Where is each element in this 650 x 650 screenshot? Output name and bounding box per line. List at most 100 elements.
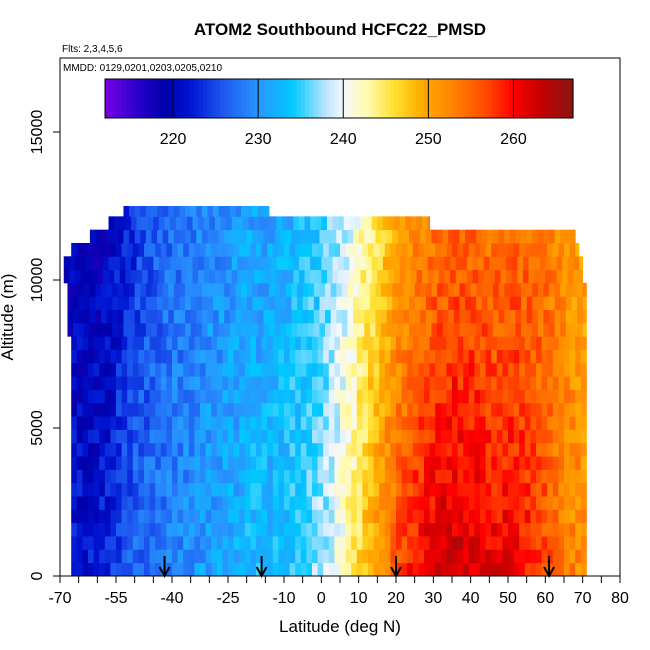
heatmap-cell xyxy=(282,216,289,231)
heatmap-cell xyxy=(200,362,206,377)
heatmap-cell xyxy=(480,562,486,576)
heatmap-cell xyxy=(216,469,223,484)
heatmap-cell xyxy=(127,562,134,576)
heatmap-cell xyxy=(558,562,565,576)
heatmap-cell xyxy=(547,349,554,364)
heatmap-cell xyxy=(554,282,561,297)
heatmap-cell xyxy=(351,562,358,576)
colorbar-segment xyxy=(207,79,212,118)
heatmap-cell xyxy=(261,376,268,390)
heatmap-cell xyxy=(76,536,83,550)
heatmap-cell xyxy=(67,309,74,324)
heatmap-cell xyxy=(250,562,257,576)
heatmap-cell xyxy=(547,336,554,350)
heatmap-cell xyxy=(149,416,156,430)
heatmap-cell xyxy=(295,469,302,484)
heatmap-cell xyxy=(289,243,296,257)
heatmap-cell xyxy=(244,389,251,404)
heatmap-cell xyxy=(121,482,128,497)
heatmap-cell xyxy=(429,549,436,564)
heatmap-cell xyxy=(88,562,94,576)
heatmap-cell xyxy=(117,322,124,337)
heatmap-cell xyxy=(256,416,262,430)
heatmap-cell xyxy=(317,349,324,364)
heatmap-cell xyxy=(300,362,307,377)
colorbar-segment xyxy=(453,79,459,118)
colorbar-segment xyxy=(398,79,404,118)
heatmap-cell xyxy=(468,522,475,537)
heatmap-cell xyxy=(261,482,268,497)
heatmap-cell xyxy=(308,229,315,244)
heatmap-cell xyxy=(172,416,178,430)
heatmap-cell xyxy=(138,496,145,510)
heatmap-cell xyxy=(580,349,587,364)
heatmap-cell xyxy=(356,402,363,417)
heatmap-cell xyxy=(287,216,294,231)
heatmap-cell xyxy=(519,402,526,417)
heatmap-cell xyxy=(222,549,229,564)
heatmap-cell xyxy=(144,509,150,524)
heatmap-cell xyxy=(261,456,268,470)
heatmap-cell xyxy=(244,482,251,497)
heatmap-cell xyxy=(112,296,119,310)
heatmap-cell xyxy=(379,522,386,537)
heatmap-cell xyxy=(82,482,89,497)
heatmap-cell xyxy=(440,536,447,550)
heatmap-cell xyxy=(308,282,315,297)
heatmap-cell xyxy=(397,296,404,310)
heatmap-cell xyxy=(228,456,234,470)
heatmap-cell xyxy=(356,562,363,576)
heatmap-cell xyxy=(183,456,190,470)
heatmap-cell xyxy=(541,429,548,444)
heatmap-cell xyxy=(407,456,414,470)
heatmap-cell xyxy=(300,442,307,457)
heatmap-cell xyxy=(155,402,162,417)
heatmap-cell xyxy=(440,243,447,257)
heatmap-cell xyxy=(513,482,520,497)
colorbar-segment xyxy=(185,79,191,118)
heatmap-cell xyxy=(575,482,582,497)
heatmap-cell xyxy=(222,442,229,457)
heatmap-cell xyxy=(188,402,195,417)
heatmap-cell xyxy=(351,509,358,524)
heatmap-cell xyxy=(379,536,386,550)
heatmap-cell xyxy=(88,349,94,364)
heatmap-cell xyxy=(485,243,492,257)
heatmap-cell xyxy=(220,269,227,284)
heatmap-cell xyxy=(420,322,427,337)
heatmap-cell xyxy=(274,309,281,324)
heatmap-cell xyxy=(172,243,178,257)
heatmap-cell xyxy=(379,509,386,524)
heatmap-cell xyxy=(270,269,277,284)
heatmap-cell xyxy=(541,509,548,524)
heatmap-cell xyxy=(216,562,223,576)
heatmap-cell xyxy=(312,562,318,576)
heatmap-cell xyxy=(144,243,150,257)
colorbar-segment xyxy=(373,79,378,118)
heatmap-cell xyxy=(360,256,367,271)
heatmap-cell xyxy=(457,496,464,510)
heatmap-cell xyxy=(239,349,246,364)
heatmap-cell xyxy=(407,362,414,377)
heatmap-cell xyxy=(509,309,516,324)
heatmap-cell xyxy=(340,522,346,537)
heatmap-cell xyxy=(558,349,565,364)
heatmap-cell xyxy=(153,256,160,271)
heatmap-cell xyxy=(549,309,556,324)
heatmap-cell xyxy=(155,243,162,257)
heatmap-cell xyxy=(569,362,576,377)
heatmap-cell xyxy=(463,442,470,457)
heatmap-cell xyxy=(250,376,257,390)
heatmap-cell xyxy=(211,402,218,417)
heatmap-cell xyxy=(474,536,481,550)
heatmap-cell xyxy=(481,309,488,324)
heatmap-cell xyxy=(530,362,537,377)
heatmap-cell xyxy=(194,336,201,350)
heatmap-cell xyxy=(274,229,281,244)
heatmap-cell xyxy=(431,322,438,337)
heatmap-cell xyxy=(429,336,436,350)
heatmap-cell xyxy=(485,442,492,457)
heatmap-cell xyxy=(468,429,475,444)
heatmap-cell xyxy=(71,402,78,417)
heatmap-cell xyxy=(407,336,414,350)
